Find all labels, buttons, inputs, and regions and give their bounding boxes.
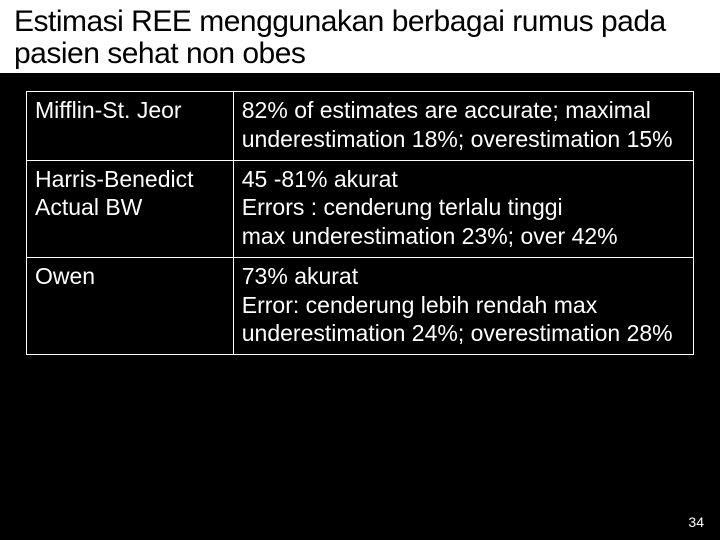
table-row: Owen 73% akurat Error: cenderung lebih r… bbox=[27, 257, 694, 354]
table-row: Harris-Benedict Actual BW 45 -81% akurat… bbox=[27, 160, 694, 257]
table-row: Mifflin-St. Jeor 82% of estimates are ac… bbox=[27, 92, 694, 161]
desc-cell: 45 -81% akurat Errors : cenderung terlal… bbox=[233, 160, 693, 257]
desc-line: 73% akurat bbox=[242, 262, 685, 291]
formula-cell: Harris-Benedict Actual BW bbox=[27, 160, 234, 257]
formula-cell: Mifflin-St. Jeor bbox=[27, 92, 234, 161]
slide-title: Estimasi REE menggunakan berbagai rumus … bbox=[14, 6, 706, 69]
table-container: Mifflin-St. Jeor 82% of estimates are ac… bbox=[0, 73, 720, 355]
desc-line: max underestimation 23%; over 42% bbox=[242, 222, 685, 251]
desc-cell: 82% of estimates are accurate; maximal u… bbox=[233, 92, 693, 161]
formula-cell: Owen bbox=[27, 257, 234, 354]
page-number: 34 bbox=[688, 514, 704, 530]
desc-line: Errors : cenderung terlalu tinggi bbox=[242, 193, 685, 222]
title-bar: Estimasi REE menggunakan berbagai rumus … bbox=[0, 0, 720, 73]
desc-line: 45 -81% akurat bbox=[242, 165, 685, 194]
ree-formula-table: Mifflin-St. Jeor 82% of estimates are ac… bbox=[26, 91, 694, 355]
desc-cell: 73% akurat Error: cenderung lebih rendah… bbox=[233, 257, 693, 354]
desc-line: Error: cenderung lebih rendah max undere… bbox=[242, 291, 685, 349]
